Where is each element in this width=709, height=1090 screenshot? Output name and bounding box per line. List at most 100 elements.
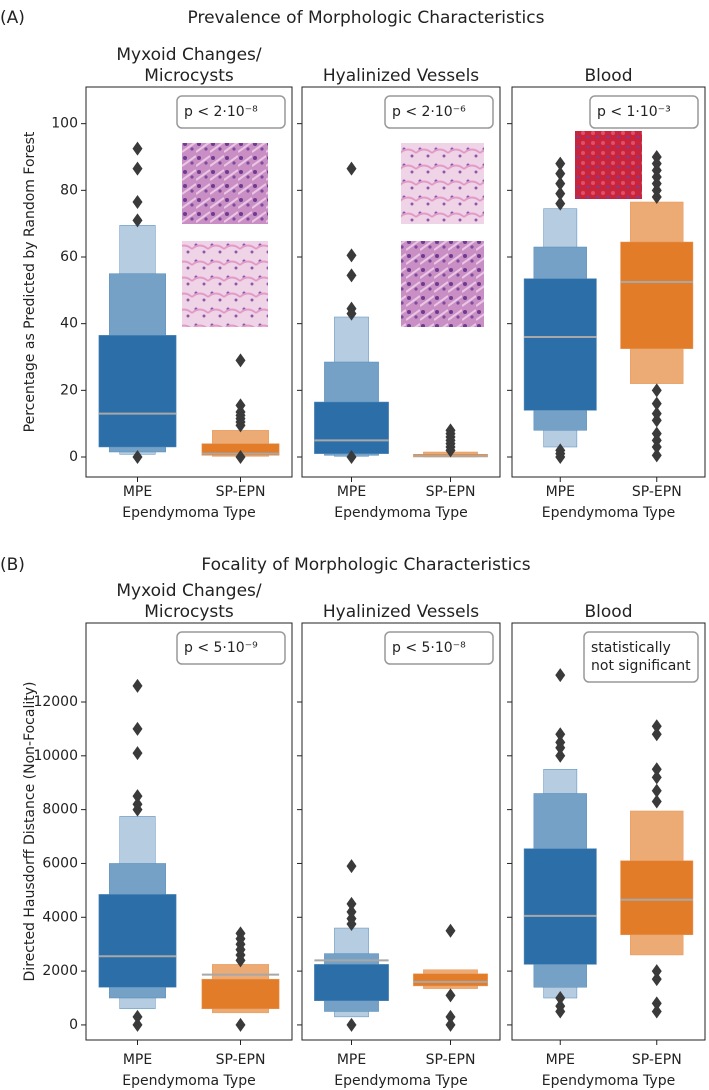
outlier [651, 770, 662, 785]
x-axis-label: Ependymoma Type [542, 505, 675, 521]
outlier [555, 196, 566, 211]
annotation-text: p < 2·10⁻⁸ [184, 104, 258, 120]
annotation-text: p < 2·10⁻⁶ [392, 104, 466, 120]
annotation-text: not significant [591, 658, 691, 674]
outlier [651, 719, 662, 734]
outlier [346, 859, 357, 874]
outlier [235, 1017, 246, 1032]
row-title: Prevalence of Morphologic Characteristic… [188, 8, 545, 28]
outlier [235, 353, 246, 368]
outlier [651, 964, 662, 979]
panel-frame [85, 86, 293, 478]
histology-image [401, 241, 484, 327]
outlier [346, 896, 357, 911]
outlier [651, 972, 662, 987]
histology-image [575, 131, 642, 199]
outlier [555, 166, 566, 181]
x-axis-label: Ependymoma Type [122, 505, 255, 521]
outlier [651, 396, 662, 411]
outlier [445, 1009, 456, 1024]
outlier [555, 991, 566, 1006]
outlier [235, 926, 246, 941]
panel-frame [301, 622, 501, 1041]
x-tick-label: MPE [546, 1052, 575, 1068]
letter-value-box [314, 964, 389, 1001]
outlier [555, 735, 566, 750]
outlier [445, 1017, 456, 1032]
outlier [651, 383, 662, 398]
outlier [132, 721, 143, 736]
annotation-box [583, 631, 699, 683]
y-tick-label: 100 [51, 116, 78, 132]
outlier [132, 195, 143, 209]
panel-title: Hyalinized Vessels [323, 66, 479, 86]
x-tick-label: SP-EPN [216, 484, 266, 500]
y-tick-label: 20 [60, 382, 78, 398]
outlier [235, 450, 246, 464]
outlier [555, 748, 566, 763]
letter-value-box [413, 973, 488, 987]
histology-image [401, 143, 484, 224]
x-tick-label: MPE [123, 484, 152, 500]
outlier [132, 1009, 143, 1024]
letter-value-box [314, 401, 389, 454]
x-tick-label: SP-EPN [426, 1052, 476, 1068]
y-tick-label: 10000 [33, 748, 78, 764]
panel-frame [301, 86, 501, 478]
annotation-text: p < 5·10⁻⁹ [184, 640, 258, 656]
y-tick-label: 60 [60, 249, 78, 265]
outlier [555, 999, 566, 1014]
letter-value-box [523, 848, 597, 965]
outlier [132, 789, 143, 804]
panel-title: Myxoid Changes/ [116, 45, 262, 65]
outlier [651, 794, 662, 809]
row-title: Focality of Morphologic Characteristics [201, 555, 530, 575]
letter-value-box [98, 335, 177, 448]
y-axis-label: Percentage as Predicted by Random Forest [22, 131, 38, 432]
y-tick-label: 2000 [42, 963, 78, 979]
panel-title: Myxoid Changes/ [116, 581, 262, 601]
outlier [555, 186, 566, 201]
y-axis-label: Directed Hausdorff Distance (Non-Focalit… [22, 682, 38, 982]
x-axis-label: Ependymoma Type [122, 1073, 255, 1089]
panel-title: Hyalinized Vessels [323, 602, 479, 622]
outlier [132, 797, 143, 812]
y-tick-label: 8000 [42, 802, 78, 818]
outlier [346, 248, 357, 263]
x-tick-label: SP-EPN [632, 484, 682, 500]
outlier [132, 678, 143, 693]
y-tick-label: 0 [69, 449, 78, 465]
outlier [651, 426, 662, 441]
outlier [346, 268, 357, 283]
outlier [445, 923, 456, 938]
y-tick-label: 4000 [42, 909, 78, 925]
row-label: (B) [0, 555, 25, 575]
letter-value-box [98, 894, 177, 988]
x-axis-label: Ependymoma Type [542, 1073, 675, 1089]
annotation-box [176, 631, 286, 665]
y-tick-label: 80 [60, 182, 78, 198]
y-tick-label: 0 [69, 1017, 78, 1033]
panel-title: Microcysts [144, 602, 234, 622]
x-tick-label: MPE [546, 484, 575, 500]
panel-title: Blood [585, 602, 633, 622]
outlier [346, 450, 357, 464]
letter-value-box [201, 978, 280, 1010]
x-tick-label: MPE [337, 1052, 366, 1068]
panel-frame [511, 622, 706, 1041]
outlier [651, 406, 662, 421]
outlier [651, 150, 662, 164]
panel-title: Blood [585, 66, 633, 86]
annotation-box [384, 631, 494, 665]
outlier [445, 423, 456, 438]
outlier [132, 746, 143, 761]
outlier [346, 904, 357, 919]
annotation-box [384, 95, 494, 129]
letter-value-box [620, 860, 694, 936]
x-tick-label: SP-EPN [426, 484, 476, 500]
x-tick-label: MPE [337, 484, 366, 500]
y-tick-label: 12000 [33, 694, 78, 710]
x-tick-label: MPE [123, 1052, 152, 1068]
outlier [346, 301, 357, 316]
